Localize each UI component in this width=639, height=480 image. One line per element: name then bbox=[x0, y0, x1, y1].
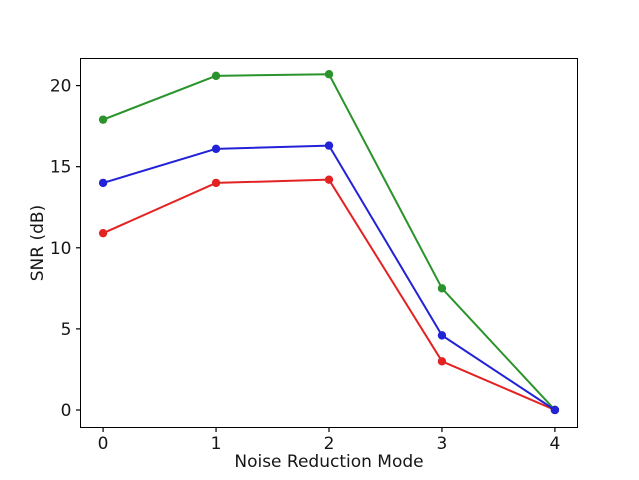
plot-area: 0 1 2 3 4 0 5 10 15 20 bbox=[50, 58, 578, 454]
x-axis-label: Noise Reduction Mode bbox=[234, 452, 423, 472]
blue-series-marker bbox=[324, 141, 334, 150]
x-tick-label: 0 bbox=[98, 434, 109, 454]
y-tick-label: 10 bbox=[50, 239, 72, 259]
plot-border bbox=[80, 58, 578, 428]
red-series-marker bbox=[98, 228, 108, 238]
x-tick-label: 4 bbox=[549, 434, 560, 454]
red-series-marker bbox=[211, 178, 221, 188]
x-tick-label: 1 bbox=[211, 434, 222, 454]
blue-series-marker bbox=[550, 405, 560, 415]
y-axis-label: SNR (dB) bbox=[28, 205, 48, 281]
y-tick-label: 5 bbox=[61, 320, 72, 340]
green-series-marker bbox=[211, 71, 221, 81]
x-tick-label: 2 bbox=[324, 434, 335, 454]
green-series-marker bbox=[437, 284, 447, 293]
green-series-marker bbox=[98, 115, 108, 124]
y-tick-label: 0 bbox=[61, 401, 72, 421]
red-series-marker bbox=[324, 175, 334, 184]
blue-series-marker bbox=[211, 144, 221, 154]
blue-series-marker bbox=[437, 331, 447, 340]
y-tick-label: 15 bbox=[50, 158, 72, 178]
x-tick-label: 3 bbox=[437, 434, 448, 454]
y-tick-label: 20 bbox=[50, 77, 72, 97]
blue-series-marker bbox=[98, 178, 108, 188]
red-series-marker bbox=[437, 357, 447, 366]
green-series-marker bbox=[324, 70, 334, 79]
